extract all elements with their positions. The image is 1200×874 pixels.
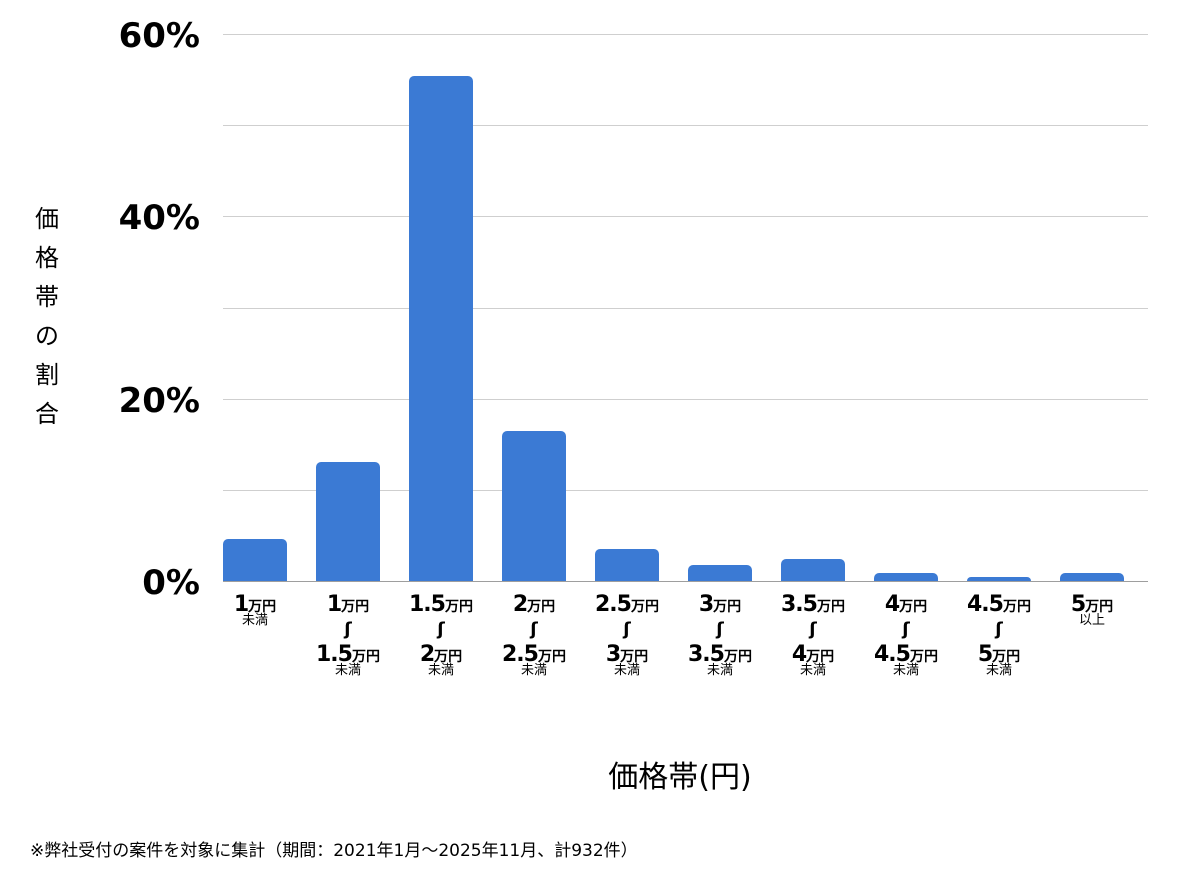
- bar: [502, 430, 566, 581]
- y-title-char: の: [35, 322, 59, 350]
- x-tick-label: 1万円 ʃ 1.5万円 未満: [316, 592, 380, 678]
- bar: [1060, 572, 1124, 581]
- gridline: [223, 399, 1148, 400]
- y-axis-title: 価格帯の割合: [30, 200, 64, 434]
- bar: [781, 559, 845, 581]
- x-tick-label: 1万円 未満: [233, 592, 277, 628]
- gridline: [223, 216, 1148, 217]
- bar: [223, 539, 287, 581]
- x-tick-label: 2.5万円 ʃ 3万円 未満: [595, 592, 659, 678]
- y-tick-label: 20%: [118, 381, 200, 421]
- y-title-char: 格: [35, 244, 59, 272]
- bar: [316, 461, 380, 581]
- bar: [688, 564, 752, 581]
- x-tick-label: 3万円 ʃ 3.5万円 未満: [688, 592, 752, 678]
- bar: [595, 549, 659, 581]
- gridline: [223, 34, 1148, 35]
- y-tick-label: 60%: [118, 16, 200, 56]
- y-tick-label: 0%: [142, 563, 200, 603]
- x-tick-label: 1.5万円 ʃ 2万円 未満: [409, 592, 473, 678]
- x-tick-label: 5万円 以上: [1070, 592, 1114, 628]
- y-title-char: 割: [35, 361, 59, 389]
- gridline: [223, 308, 1148, 309]
- x-axis-line: [223, 581, 1148, 582]
- gridline: [223, 490, 1148, 491]
- bar: [409, 75, 473, 581]
- x-tick-label: 4.5万円 ʃ 5万円 未満: [967, 592, 1031, 678]
- bar: [967, 577, 1031, 581]
- bar: [874, 572, 938, 581]
- x-axis-title: 価格帯(円): [608, 760, 752, 795]
- x-tick-label: 4万円 ʃ 4.5万円 未満: [874, 592, 938, 678]
- footnote: ※弊社受付の案件を対象に集計（期間：2021年1月〜2025年11月、計932件…: [30, 841, 638, 861]
- x-tick-label: 2万円 ʃ 2.5万円 未満: [502, 592, 566, 678]
- gridline: [223, 125, 1148, 126]
- x-tick-label: 3.5万円 ʃ 4万円 未満: [781, 592, 845, 678]
- y-title-char: 価: [35, 205, 59, 233]
- y-title-char: 帯: [35, 283, 59, 311]
- y-title-char: 合: [35, 400, 59, 428]
- y-tick-label: 40%: [118, 198, 200, 238]
